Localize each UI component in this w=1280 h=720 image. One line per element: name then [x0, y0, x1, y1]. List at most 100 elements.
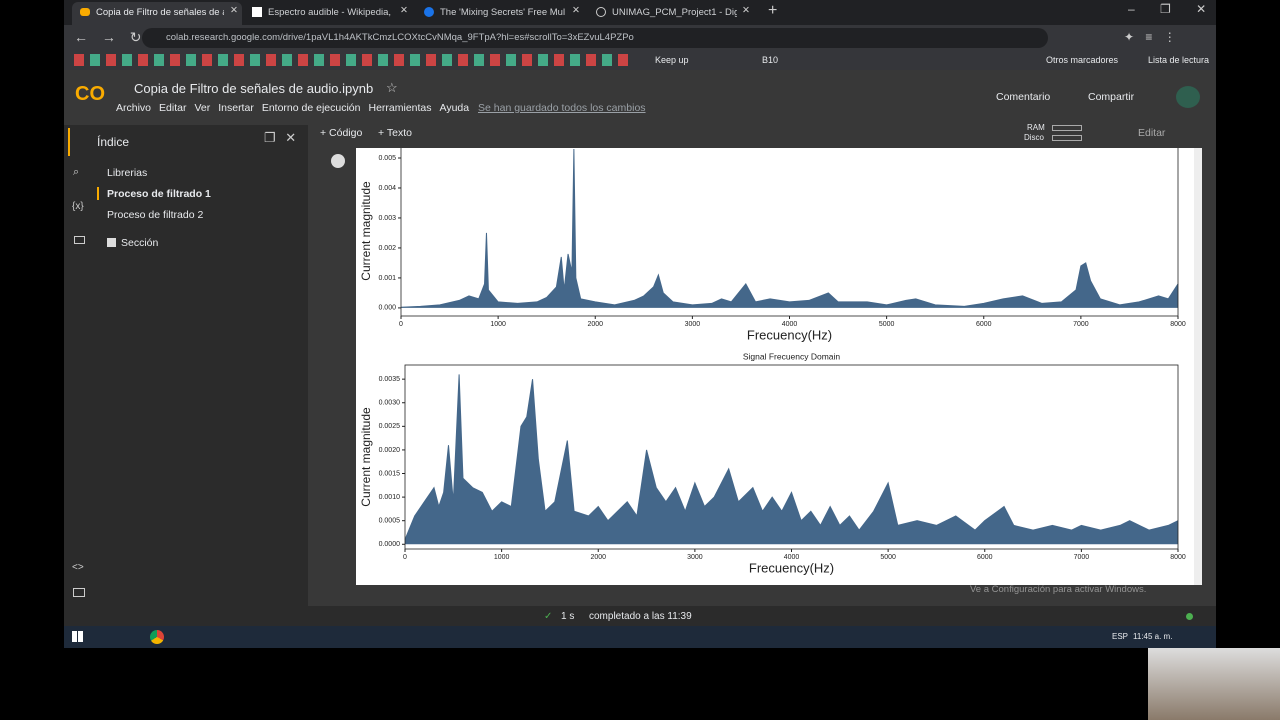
window-controls[interactable]: ‒ ❐ ✕ — [1128, 2, 1207, 16]
tab-icon — [80, 8, 90, 16]
address-bar[interactable] — [142, 28, 1048, 48]
status-message: completado a las 11:39 — [589, 611, 692, 622]
spectrum-area — [405, 374, 1178, 545]
add-section[interactable]: Sección — [121, 237, 159, 249]
webcam — [1148, 648, 1280, 720]
tab-close[interactable]: ✕ — [230, 5, 238, 16]
x-tick-label: 0 — [403, 554, 407, 561]
rail-indicator — [68, 128, 70, 156]
chart-title: Signal Frecuency Domain — [743, 351, 841, 361]
status-check: ✓ — [544, 611, 553, 622]
menu-item[interactable]: Entorno de ejecución — [261, 102, 361, 114]
y-tick-label: 0.003 — [378, 215, 396, 222]
y-tick-label: 0.002 — [378, 245, 396, 252]
ram-label: RAM — [1027, 123, 1045, 132]
menu-item[interactable]: Ver — [194, 102, 211, 114]
x-tick-label: 3000 — [687, 554, 703, 561]
x-tick-label: 3000 — [685, 321, 701, 328]
menu-item[interactable]: Editar — [159, 102, 187, 114]
watermark-title: Activar Windows — [970, 566, 1067, 581]
x-tick-label: 4000 — [784, 554, 800, 561]
chrome-icon[interactable] — [150, 630, 164, 644]
y-tick-label: 0.0000 — [379, 541, 401, 548]
bookmark-folder[interactable]: Lista de lectura — [1148, 55, 1210, 65]
url[interactable]: colab.research.google.com/drive/1paVL1h4… — [166, 32, 634, 43]
y-tick-label: 0.0015 — [379, 470, 401, 477]
menu-item[interactable]: Insertar — [218, 102, 254, 114]
menu-item[interactable]: Archivo — [116, 102, 152, 114]
notebook-title[interactable]: Copia de Filtro de señales de audio.ipyn… — [134, 81, 374, 96]
terminal-icon[interactable] — [73, 588, 85, 597]
disk-meter — [1052, 135, 1082, 141]
colab-logo[interactable]: CO — [75, 83, 105, 105]
colab-header — [64, 70, 1216, 125]
menu-item[interactable]: Ayuda — [439, 102, 470, 114]
y-tick-label: 0.0010 — [379, 494, 401, 501]
scrollbar[interactable] — [1194, 148, 1202, 585]
x-tick-label: 1000 — [490, 321, 506, 328]
tab-title[interactable]: Copia de Filtro de señales de aud — [96, 7, 224, 18]
bookmark-folder[interactable]: Otros marcadores — [1046, 55, 1119, 65]
y-tick-label: 0.000 — [378, 305, 396, 312]
bookmark[interactable]: B10 — [762, 55, 779, 65]
code-icon[interactable]: <> — [72, 562, 84, 573]
status-duration: 1 s — [561, 611, 575, 622]
language[interactable]: ESP — [1112, 632, 1129, 641]
nav-buttons[interactable]: ← → ↻ — [74, 29, 142, 45]
x-tick-label: 2000 — [587, 321, 603, 328]
toc-item[interactable]: Proceso de filtrado 1 — [107, 188, 211, 200]
tab[interactable] — [72, 2, 242, 25]
toc-item[interactable]: Librerias — [107, 167, 148, 179]
x-tick-label: 2000 — [590, 554, 606, 561]
sidebar-controls[interactable]: ❐ ✕ — [264, 130, 297, 145]
menu-item[interactable]: Herramientas — [368, 102, 432, 114]
run-button[interactable] — [331, 154, 345, 168]
new-tab[interactable]: + — [768, 2, 778, 19]
search-icon[interactable]: ⌕ — [73, 166, 80, 178]
y-tick-label: 0.0020 — [379, 447, 401, 454]
x-tick-label: 5000 — [879, 321, 895, 328]
y-tick-label: 0.0025 — [379, 423, 401, 430]
x-tick-label: 8000 — [1170, 554, 1186, 561]
tab-title[interactable]: Espectro audible - Wikipedia, la — [268, 7, 393, 18]
extensions[interactable]: ✦ ≡ ⋮ — [1124, 30, 1176, 44]
x-tick-label: 5000 — [880, 554, 896, 561]
section-icon — [107, 238, 116, 247]
y-axis-label: Current magnitude — [359, 181, 373, 281]
files-icon[interactable] — [74, 236, 85, 244]
spectrum-line — [404, 374, 1179, 540]
share-button[interactable]: Compartir — [1088, 91, 1135, 103]
tab-close[interactable]: ✕ — [572, 5, 580, 16]
variables-icon[interactable]: {x} — [72, 201, 84, 212]
x-axis-label: Frecuency(Hz) — [747, 327, 832, 342]
y-tick-label: 0.001 — [378, 275, 396, 282]
add-text[interactable]: + Texto — [378, 127, 412, 139]
avatar[interactable] — [1176, 86, 1200, 108]
y-tick-label: 0.004 — [378, 185, 396, 192]
toc-item[interactable]: Proceso de filtrado 2 — [107, 209, 204, 221]
bookmark-icons[interactable] — [74, 54, 634, 66]
tab-close[interactable]: ✕ — [400, 5, 408, 16]
tab-close[interactable]: ✕ — [742, 5, 750, 16]
spectrum-line — [400, 148, 1179, 308]
x-tick-label: 8000 — [1170, 321, 1186, 328]
tab-title[interactable]: The 'Mixing Secrets' Free Multitr — [440, 7, 565, 18]
star[interactable]: ☆ — [386, 80, 398, 95]
y-tick-label: 0.0035 — [379, 376, 401, 383]
status-bar — [64, 606, 1216, 626]
start-button[interactable] — [72, 631, 83, 642]
comment-button[interactable]: Comentario — [996, 91, 1051, 103]
clock[interactable]: 11:45 a. m. — [1133, 632, 1173, 641]
y-tick-label: 0.0005 — [379, 518, 401, 525]
save-status[interactable]: Se han guardado todos los cambios — [478, 102, 646, 114]
x-axis-label: Frecuency(Hz) — [749, 560, 834, 575]
sidebar-title: Índice — [97, 135, 130, 149]
tab-title[interactable]: UNIMAG_PCM_Project1 - Digital — [612, 7, 737, 18]
tab-icon — [252, 7, 262, 17]
add-code[interactable]: + Código — [320, 127, 363, 139]
x-tick-label: 6000 — [976, 321, 992, 328]
bookmark[interactable]: Keep up — [655, 55, 689, 65]
edit-button[interactable]: Editar — [1138, 127, 1166, 139]
toc-active — [97, 187, 99, 200]
